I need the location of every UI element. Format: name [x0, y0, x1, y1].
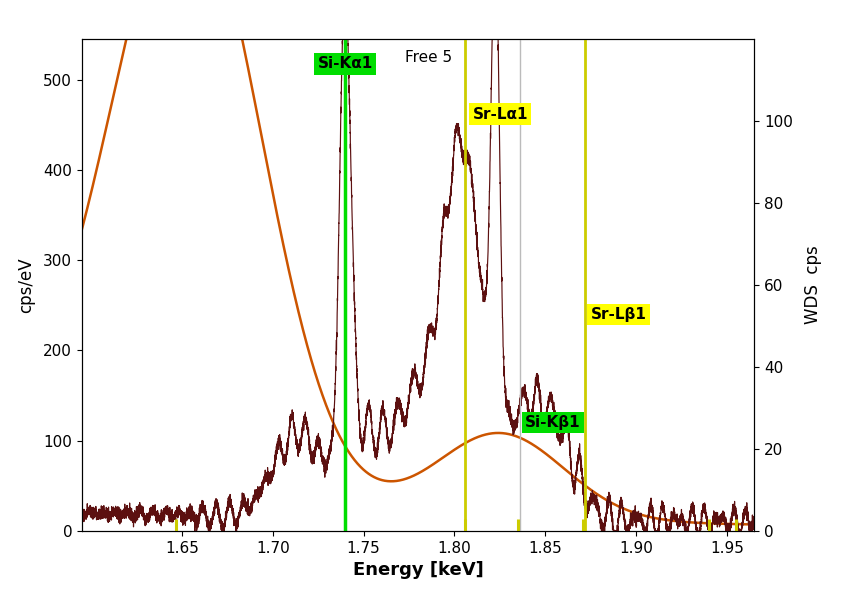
Text: Sr-Lβ1: Sr-Lβ1	[590, 307, 646, 322]
Text: Sr-Lα1: Sr-Lα1	[472, 107, 528, 122]
Text: Free 5: Free 5	[405, 50, 452, 65]
Y-axis label: cps/eV: cps/eV	[17, 257, 34, 313]
Y-axis label: WDS  cps: WDS cps	[803, 245, 821, 325]
Text: Si-Kβ1: Si-Kβ1	[524, 415, 580, 430]
Text: Si-Kα1: Si-Kα1	[318, 56, 373, 71]
X-axis label: Energy [keV]: Energy [keV]	[352, 561, 483, 579]
